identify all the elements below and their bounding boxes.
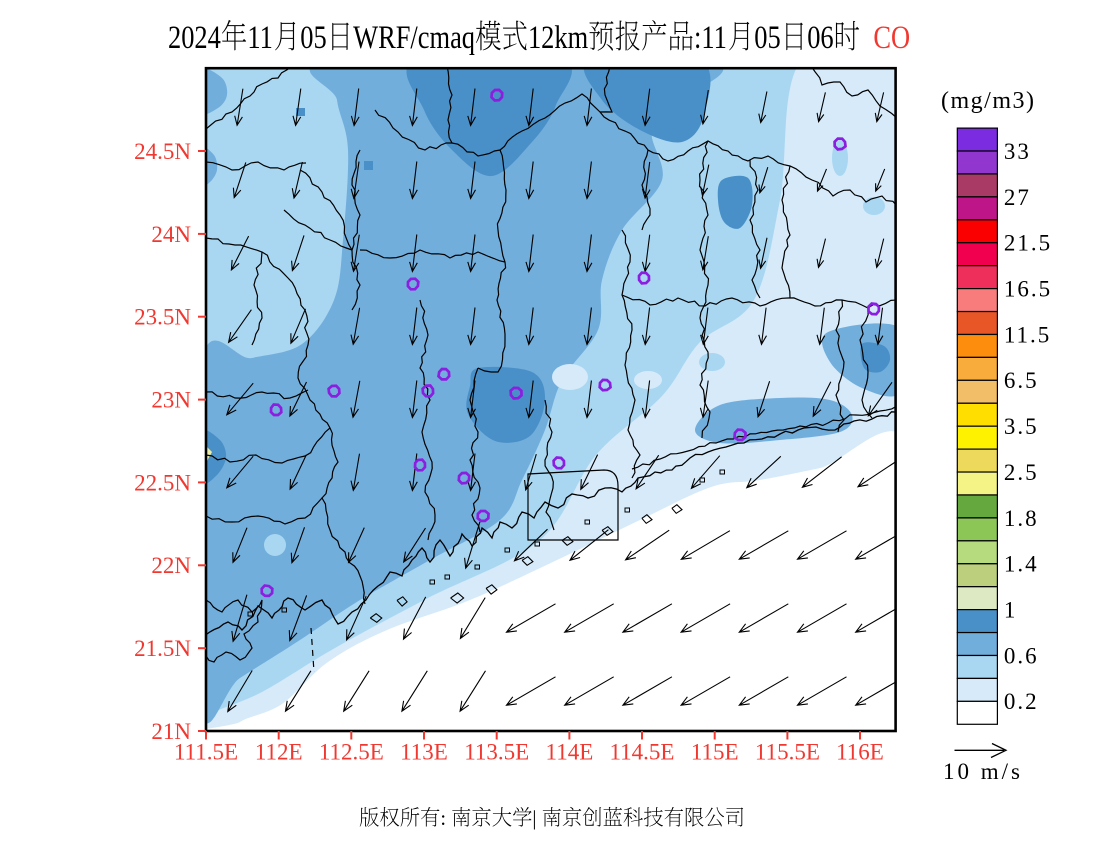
svg-text:23.5N: 23.5N — [134, 305, 191, 330]
svg-text:|: | — [532, 805, 536, 830]
svg-text:114E: 114E — [546, 740, 594, 765]
svg-text:24.5N: 24.5N — [134, 139, 191, 164]
svg-text:1.4: 1.4 — [1004, 552, 1039, 577]
svg-text:22N: 22N — [151, 553, 191, 578]
svg-text:16.5: 16.5 — [1004, 277, 1052, 302]
svg-text:0.2: 0.2 — [1004, 689, 1039, 714]
svg-text:05: 05 — [754, 19, 780, 55]
svg-text:11.5: 11.5 — [1004, 322, 1051, 347]
svg-text:23N: 23N — [151, 388, 191, 413]
svg-text::: : — [694, 19, 701, 55]
svg-text:111.5E: 111.5E — [174, 740, 238, 765]
svg-text:05: 05 — [300, 19, 326, 55]
svg-text:2024: 2024 — [168, 19, 221, 55]
svg-text:WRF/cmaq: WRF/cmaq — [353, 19, 475, 55]
svg-text:21.5: 21.5 — [1004, 231, 1052, 256]
svg-text:114.5E: 114.5E — [610, 740, 675, 765]
svg-text:115.5E: 115.5E — [755, 740, 820, 765]
svg-text:24N: 24N — [151, 222, 191, 247]
svg-text:1: 1 — [1004, 598, 1018, 623]
svg-text:11: 11 — [247, 19, 272, 55]
svg-text:11: 11 — [701, 19, 726, 55]
svg-text:3.5: 3.5 — [1004, 414, 1039, 439]
svg-text:113.5E: 113.5E — [464, 740, 529, 765]
svg-text:06: 06 — [807, 19, 833, 55]
svg-text:12km: 12km — [528, 19, 588, 55]
svg-text:33: 33 — [1004, 139, 1031, 164]
svg-text:27: 27 — [1004, 185, 1031, 210]
svg-text:112.5E: 112.5E — [319, 740, 384, 765]
svg-text:10 m/s: 10 m/s — [943, 759, 1023, 784]
svg-text:112E: 112E — [255, 740, 303, 765]
svg-text:116E: 116E — [836, 740, 884, 765]
svg-text:21N: 21N — [151, 719, 191, 744]
svg-text:CO: CO — [873, 19, 910, 55]
svg-text:22.5N: 22.5N — [134, 470, 191, 495]
svg-text:1.8: 1.8 — [1004, 506, 1039, 531]
svg-text:2.5: 2.5 — [1004, 460, 1039, 485]
svg-text:(mg/m3): (mg/m3) — [941, 88, 1036, 114]
svg-text:21.5N: 21.5N — [134, 636, 191, 661]
svg-text:113E: 113E — [400, 740, 448, 765]
svg-text:6.5: 6.5 — [1004, 368, 1039, 393]
svg-text::: : — [440, 805, 446, 830]
svg-text:115E: 115E — [691, 740, 739, 765]
svg-text:0.6: 0.6 — [1004, 643, 1039, 668]
